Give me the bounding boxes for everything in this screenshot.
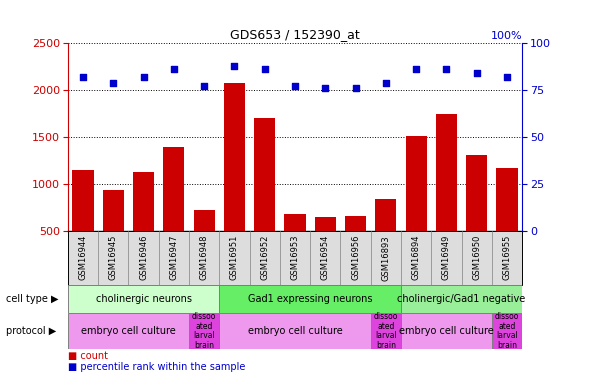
Bar [401, 313, 492, 349]
Text: protocol ▶: protocol ▶ [6, 326, 56, 336]
Point [442, 66, 451, 72]
Point [78, 74, 88, 80]
Text: GSM16894: GSM16894 [412, 235, 421, 280]
Bar [163, 147, 185, 278]
Point [472, 70, 481, 76]
Text: 100%: 100% [490, 31, 522, 41]
Title: GDS653 / 152390_at: GDS653 / 152390_at [230, 28, 360, 40]
Point [109, 80, 118, 86]
Point [290, 83, 300, 89]
Text: GSM16950: GSM16950 [472, 235, 481, 280]
Bar [375, 199, 396, 278]
Bar [496, 168, 517, 278]
Point [502, 74, 512, 80]
Bar [436, 114, 457, 278]
Text: cholinergic neurons: cholinergic neurons [96, 294, 192, 304]
Text: GSM16954: GSM16954 [321, 235, 330, 280]
Text: GSM16952: GSM16952 [260, 235, 269, 280]
Text: GSM16946: GSM16946 [139, 235, 148, 280]
Bar [68, 285, 219, 313]
Bar [401, 285, 522, 313]
Bar [103, 190, 124, 278]
Text: GSM16945: GSM16945 [109, 235, 118, 280]
Bar [194, 210, 215, 278]
Text: embryo cell culture: embryo cell culture [399, 326, 494, 336]
Text: GSM16944: GSM16944 [78, 235, 87, 280]
Bar [492, 313, 522, 349]
Point [320, 85, 330, 91]
Bar [133, 172, 154, 278]
Point [411, 66, 421, 72]
Point [351, 85, 360, 91]
Text: GSM16947: GSM16947 [169, 235, 178, 280]
Bar [224, 83, 245, 278]
Text: ■ percentile rank within the sample: ■ percentile rank within the sample [68, 362, 245, 372]
Bar [189, 313, 219, 349]
Text: cell type ▶: cell type ▶ [6, 294, 58, 304]
Text: ■ count: ■ count [68, 351, 108, 360]
Bar [405, 136, 427, 278]
Point [169, 66, 179, 72]
Text: embryo cell culture: embryo cell culture [248, 326, 342, 336]
Bar [219, 285, 401, 313]
Text: dissoo
ated
larval
brain: dissoo ated larval brain [373, 312, 398, 350]
Text: GSM16951: GSM16951 [230, 235, 239, 280]
Text: GSM16955: GSM16955 [503, 235, 512, 280]
Text: GSM16948: GSM16948 [199, 235, 209, 280]
Bar [345, 216, 366, 278]
Text: GSM16956: GSM16956 [351, 235, 360, 280]
Bar [73, 170, 94, 278]
Bar [284, 214, 306, 278]
Bar [371, 313, 401, 349]
Text: GSM16893: GSM16893 [381, 235, 391, 280]
Text: embryo cell culture: embryo cell culture [81, 326, 176, 336]
Point [260, 66, 270, 72]
Text: dissoo
ated
larval
brain: dissoo ated larval brain [192, 312, 217, 350]
Text: GSM16953: GSM16953 [290, 235, 300, 280]
Text: GSM16949: GSM16949 [442, 235, 451, 280]
Point [139, 74, 148, 80]
Bar [254, 118, 276, 278]
Text: cholinergic/Gad1 negative: cholinergic/Gad1 negative [398, 294, 526, 304]
Text: Gad1 expressing neurons: Gad1 expressing neurons [248, 294, 372, 304]
Bar [314, 217, 336, 278]
Bar [466, 154, 487, 278]
Point [381, 80, 391, 86]
Bar [68, 313, 189, 349]
Text: dissoo
ated
larval
brain: dissoo ated larval brain [495, 312, 519, 350]
Point [230, 63, 239, 69]
Point [199, 83, 209, 89]
Bar [219, 313, 371, 349]
